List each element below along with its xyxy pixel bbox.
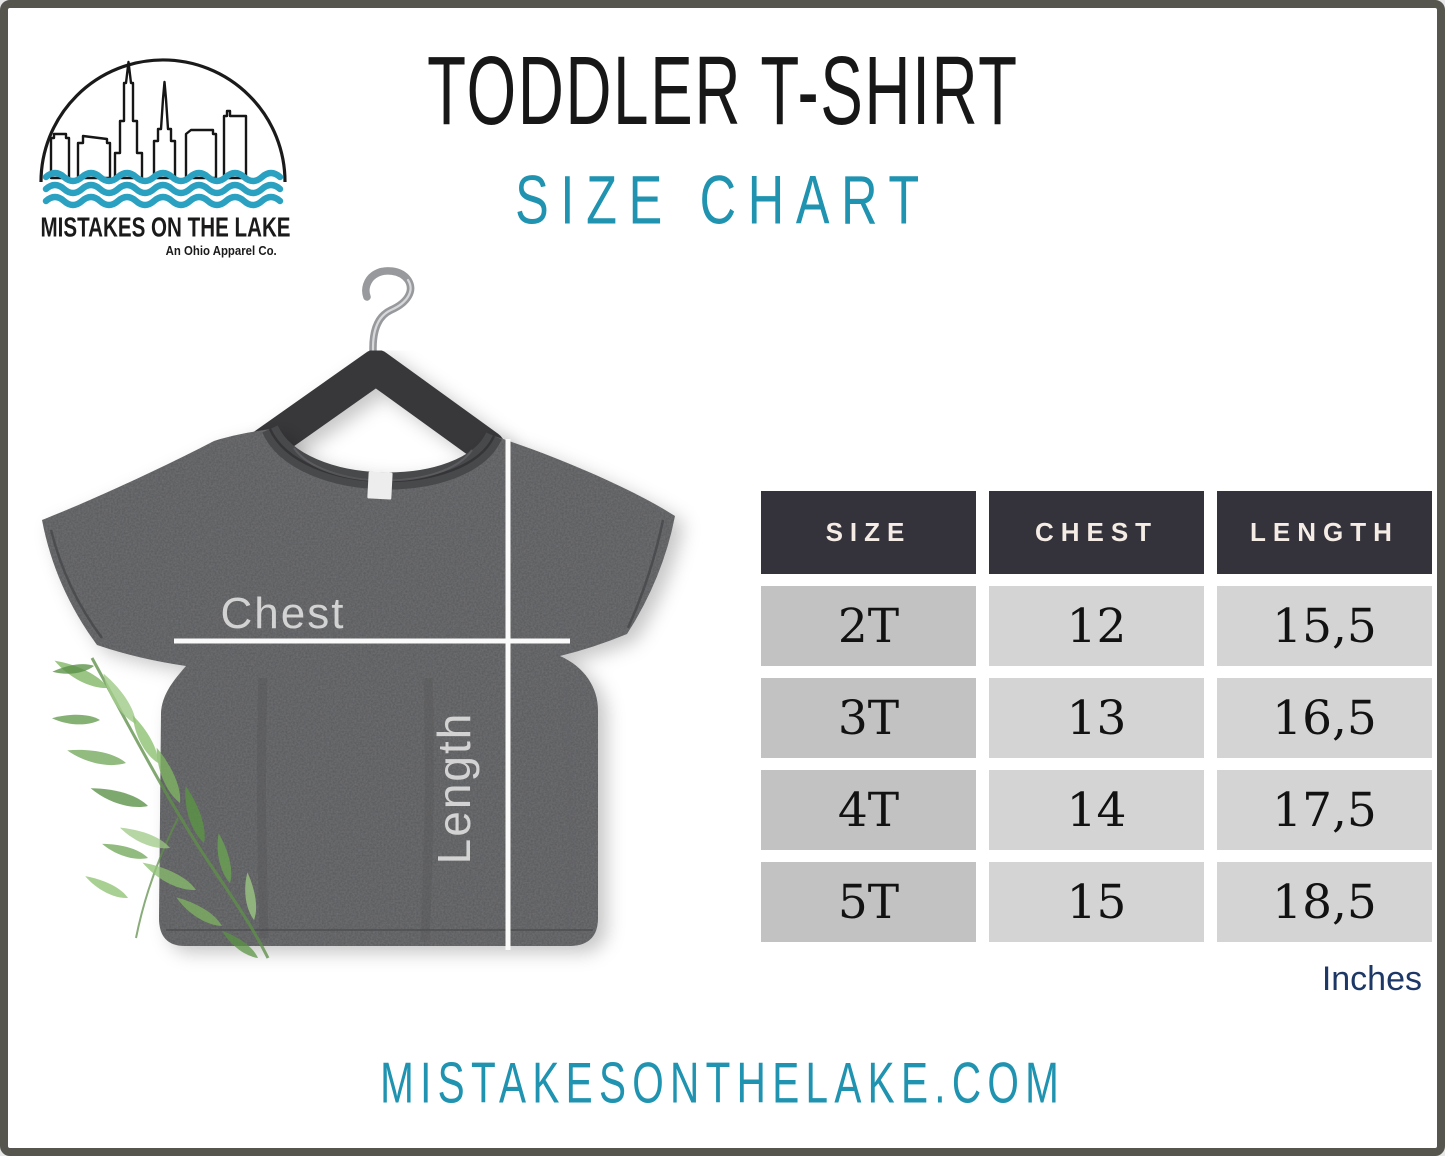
skyline-buildings: [49, 60, 248, 180]
table-cell-length: 15,5: [1217, 586, 1432, 666]
greenery-branch: [51, 654, 270, 963]
tshirt-measurement-diagram: Chest Length: [42, 267, 675, 963]
brand-logo: MISTAKES ON THE LAKE An Ohio Apparel Co.: [38, 41, 291, 259]
column-header-size: SIZE: [761, 491, 976, 574]
chest-label: Chest: [221, 589, 346, 638]
table-cell-length: 17,5: [1217, 770, 1432, 850]
table-cell-size: 5T: [761, 862, 976, 942]
tshirt-graphic: [42, 424, 675, 946]
table-cell-chest: 15: [989, 862, 1204, 942]
length-label: Length: [428, 712, 480, 865]
website-url: MISTAKESONTHELAKE.COM: [379, 1050, 1066, 1116]
column-header-chest: CHEST: [989, 491, 1204, 574]
page-subtitle: SIZE CHART: [514, 161, 931, 239]
column-header-length: LENGTH: [1217, 491, 1432, 574]
table-cell-size: 3T: [761, 678, 976, 758]
measurement-lines: Chest Length: [174, 439, 570, 950]
table-cell-length: 18,5: [1217, 862, 1432, 942]
neck-tag: [367, 471, 393, 500]
table-cell-chest: 13: [989, 678, 1204, 758]
lake-waves-icon: [42, 169, 284, 209]
table-cell-length: 16,5: [1217, 678, 1432, 758]
brand-name: MISTAKES ON THE LAKE: [40, 213, 291, 243]
page-title: TODDLER T-SHIRT: [426, 35, 1019, 145]
skyline-logo-icon: [39, 58, 287, 209]
brand-tagline: An Ohio Apparel Co.: [165, 243, 277, 259]
table-cell-chest: 14: [989, 770, 1204, 850]
table-cell-size: 4T: [761, 770, 976, 850]
table-cell-size: 2T: [761, 586, 976, 666]
units-label: Inches: [1321, 960, 1422, 998]
hanger-body: [246, 349, 506, 466]
table-cell-chest: 12: [989, 586, 1204, 666]
size-chart-table: SIZE CHEST LENGTH 2T 12 15,5 3T 13 16,5 …: [761, 491, 1432, 942]
hanger-hook-icon: [362, 267, 415, 372]
